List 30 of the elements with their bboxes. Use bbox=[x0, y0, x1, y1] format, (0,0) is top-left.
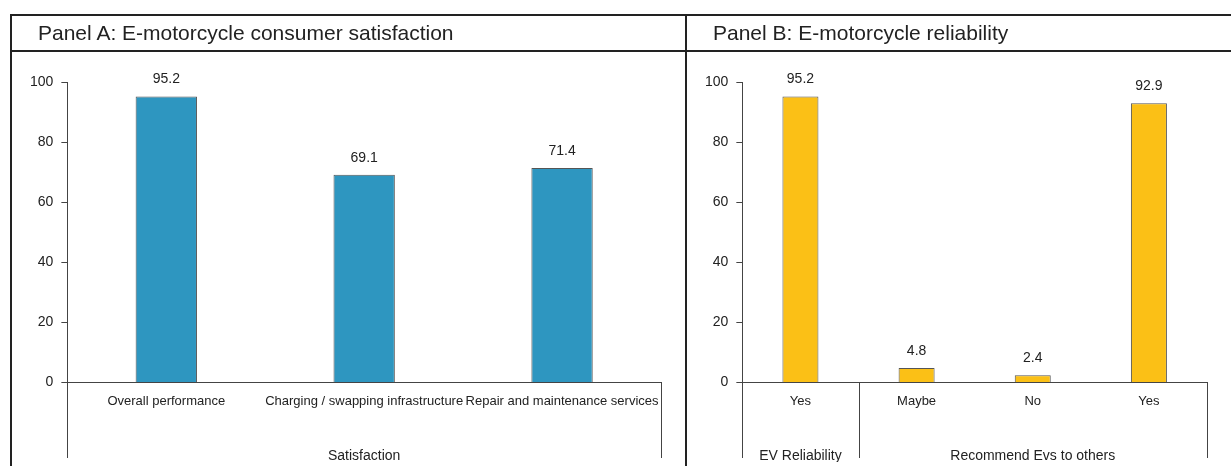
data-label: 95.2 bbox=[786, 70, 815, 87]
y-tick-label: 60 bbox=[37, 193, 54, 210]
y-tick-label: 80 bbox=[712, 132, 729, 149]
x-tick-label: Yes bbox=[789, 392, 812, 408]
text: Recommend Evs to others bbox=[950, 447, 1116, 464]
y-tick-label: 60 bbox=[712, 193, 729, 210]
data-label: 69.1 bbox=[350, 148, 379, 165]
chart-title: Panel A: E-motorcycle consumer satisfaction bbox=[12, 16, 685, 52]
x-axis-title: Satisfaction bbox=[327, 447, 401, 464]
y-tick-label: 0 bbox=[720, 373, 729, 390]
y-tick-label: 100 bbox=[30, 72, 54, 89]
y-tick-label: 80 bbox=[37, 132, 54, 149]
y-tick-label: 0 bbox=[45, 373, 54, 390]
x-tick-label: No bbox=[1024, 392, 1042, 408]
y-tick-label: 100 bbox=[705, 72, 729, 89]
y-tick-label: 40 bbox=[712, 253, 729, 270]
x-tick-label: Charging / swapping infrastructure bbox=[265, 392, 464, 408]
chart-title: Panel B: E-motorcycle reliability bbox=[687, 16, 1231, 52]
data-label: 4.8 bbox=[906, 341, 927, 358]
data-label: 95.2 bbox=[152, 70, 181, 87]
y-tick-label: 20 bbox=[712, 313, 729, 330]
data-label: 2.4 bbox=[1023, 349, 1043, 366]
x-tick-label: Overall performance bbox=[107, 392, 226, 408]
x-tick-label: Repair and maintenance services bbox=[465, 392, 660, 408]
y-tick-label: 40 bbox=[37, 253, 54, 270]
x-tick-label: Yes bbox=[1138, 392, 1161, 408]
data-label: 71.4 bbox=[548, 141, 576, 158]
data-label: 92.9 bbox=[1135, 77, 1163, 94]
x-tick-label: Maybe bbox=[897, 392, 937, 408]
y-tick-label: 20 bbox=[37, 313, 54, 330]
